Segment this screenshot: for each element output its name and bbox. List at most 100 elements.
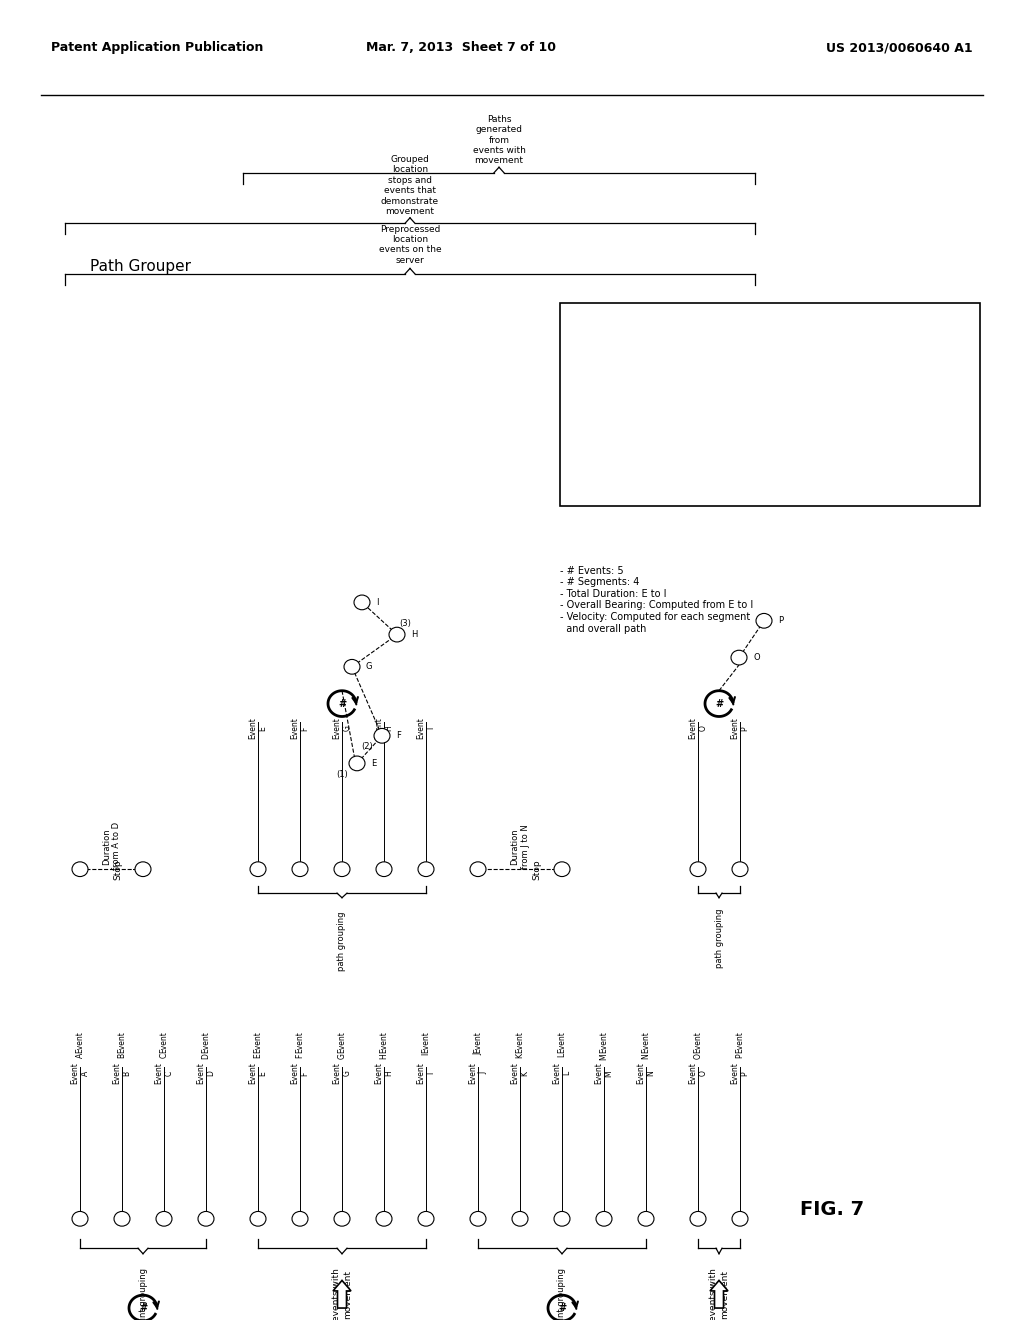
Text: Event: Event <box>76 1031 85 1053</box>
Circle shape <box>690 1212 706 1226</box>
Text: Event: Event <box>202 1031 211 1053</box>
Text: Event
K: Event K <box>510 1063 529 1084</box>
Circle shape <box>135 862 151 876</box>
Circle shape <box>731 651 746 665</box>
Text: - # Events: 5
- # Segments: 4
- Total Duration: E to I
- Overall Bearing: Comput: - # Events: 5 - # Segments: 4 - Total Du… <box>560 565 754 634</box>
Text: FIG. 7: FIG. 7 <box>800 1200 864 1220</box>
Text: E: E <box>371 759 376 768</box>
Text: G: G <box>338 1053 346 1059</box>
Text: #: # <box>581 358 589 368</box>
Circle shape <box>732 862 748 876</box>
Circle shape <box>554 1212 570 1226</box>
Text: (3): (3) <box>399 619 411 628</box>
Text: Event: Event <box>641 1031 650 1053</box>
Text: Event
O: Event O <box>688 717 708 739</box>
Text: Event: Event <box>254 1031 262 1053</box>
Text: Event
E: Event E <box>248 717 267 739</box>
Text: Event: Event <box>693 1031 702 1053</box>
Text: I: I <box>422 1053 430 1056</box>
Text: Event
O: Event O <box>688 1063 708 1084</box>
Circle shape <box>470 1212 486 1226</box>
Text: C: C <box>160 1053 169 1059</box>
Text: Event
P: Event P <box>730 1063 750 1084</box>
Text: Event: Event <box>338 1031 346 1053</box>
Text: L: L <box>557 1053 566 1057</box>
Text: Event
C: Event C <box>155 1063 174 1084</box>
Circle shape <box>374 729 390 743</box>
Circle shape <box>376 1212 392 1226</box>
Text: Event
G: Event G <box>333 717 351 739</box>
Text: O: O <box>753 653 760 663</box>
Circle shape <box>156 1212 172 1226</box>
Text: Event: Event <box>557 1031 566 1053</box>
Text: Event
F: Event F <box>290 1063 309 1084</box>
Text: Event
H: Event H <box>375 1063 393 1084</box>
Text: #: # <box>139 1303 147 1313</box>
Text: D: D <box>202 1053 211 1059</box>
Text: Event: Event <box>380 1031 388 1053</box>
Circle shape <box>418 862 434 876</box>
Circle shape <box>72 862 88 876</box>
Text: Event
D: Event D <box>197 1063 216 1084</box>
Text: Event
M: Event M <box>594 1063 613 1084</box>
Circle shape <box>198 1212 214 1226</box>
Text: events with
movement: events with movement <box>710 1269 729 1320</box>
Text: E: E <box>254 1053 262 1057</box>
Circle shape <box>344 660 360 675</box>
Text: Event: Event <box>422 1031 430 1053</box>
Text: A: A <box>76 1053 85 1059</box>
Text: Event
J: Event J <box>468 1063 487 1084</box>
Circle shape <box>334 862 350 876</box>
Bar <box>560 304 980 506</box>
Text: Event: Event <box>599 1031 608 1053</box>
Circle shape <box>250 862 266 876</box>
Text: Event
I: Event I <box>417 717 435 739</box>
Text: pinpoint grouping: pinpoint grouping <box>138 1269 147 1320</box>
Circle shape <box>292 1212 308 1226</box>
Text: P: P <box>735 1053 744 1057</box>
Circle shape <box>72 1212 88 1226</box>
Text: Event
E: Event E <box>248 1063 267 1084</box>
Text: Event: Event <box>160 1031 169 1053</box>
Circle shape <box>349 756 365 771</box>
Circle shape <box>114 1212 130 1226</box>
Text: Event
F: Event F <box>290 717 309 739</box>
Text: path grouping: path grouping <box>338 912 346 972</box>
Text: events with
movement: events with movement <box>333 1269 351 1320</box>
Text: Markers: Markers <box>575 317 626 327</box>
Circle shape <box>690 862 706 876</box>
Text: Event: Event <box>473 1031 482 1053</box>
Text: J: J <box>473 1053 482 1056</box>
Text: F: F <box>296 1053 304 1057</box>
Text: Event
I: Event I <box>417 1063 435 1084</box>
Text: Event
G: Event G <box>333 1063 351 1084</box>
Text: Event: Event <box>515 1031 524 1053</box>
Text: Stop: Stop <box>532 859 542 879</box>
Text: F: F <box>396 731 400 741</box>
Text: Grouped
location
stops and
events that
demonstrate
movement: Grouped location stops and events that d… <box>381 154 439 216</box>
Circle shape <box>418 1212 434 1226</box>
Text: Event: Event <box>296 1031 304 1053</box>
Text: Paths
generated
from
events with
movement: Paths generated from events with movemen… <box>472 115 525 165</box>
Text: Event
H: Event H <box>375 717 393 739</box>
Circle shape <box>376 862 392 876</box>
Circle shape <box>354 595 370 610</box>
Text: #: # <box>715 698 723 709</box>
Text: Event
A: Event A <box>71 1063 90 1084</box>
Text: Event
N: Event N <box>636 1063 655 1084</box>
Text: (1): (1) <box>336 770 348 779</box>
Circle shape <box>638 1212 654 1226</box>
Text: O: O <box>693 1053 702 1059</box>
Text: Event
B: Event B <box>113 1063 132 1084</box>
Circle shape <box>334 1212 350 1226</box>
Text: G: G <box>366 663 373 672</box>
Text: 1. event nodes with lat/lon coordinates
are included in the path: 1. event nodes with lat/lon coordinates … <box>610 348 787 368</box>
Text: #: # <box>338 698 346 709</box>
Text: US 2013/0060640 A1: US 2013/0060640 A1 <box>826 41 973 54</box>
Text: M: M <box>599 1053 608 1060</box>
Circle shape <box>732 1212 748 1226</box>
Text: 2. point to point line segment includes
the bearing, average velocity, etc.: 2. point to point line segment includes … <box>610 395 785 414</box>
Text: pinpoint grouping: pinpoint grouping <box>557 1269 566 1320</box>
Text: path grouping: path grouping <box>715 908 724 969</box>
Text: 3. Effective path from the starting point
(E) to the finish (I): 3. Effective path from the starting poin… <box>610 441 791 461</box>
